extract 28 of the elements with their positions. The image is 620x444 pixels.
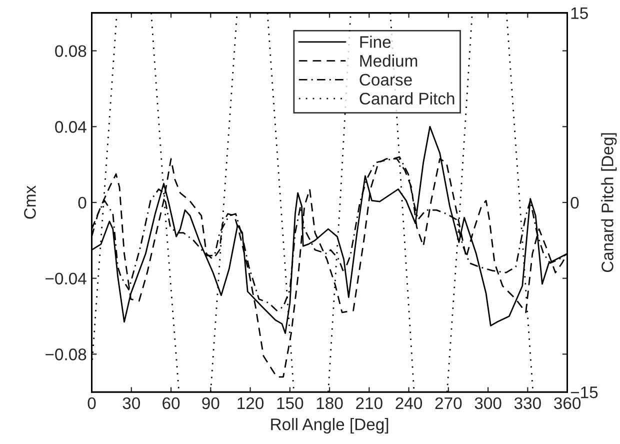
y2-tick-label: −15 (570, 386, 598, 398)
x-axis-title: Roll Angle [Deg] (271, 418, 388, 434)
legend-label: Fine (360, 36, 391, 48)
y2-tick-label: 15 (571, 7, 588, 20)
y-tick-label: −0.08 (46, 348, 86, 360)
y-tick-label: 0.08 (55, 45, 86, 57)
y-axis-title: Cmx (24, 186, 36, 219)
y2-tick-label: 0 (570, 196, 579, 209)
x-tick-label: 30 (122, 397, 140, 410)
x-tick-label: 180 (316, 397, 343, 410)
x-tick-label: 90 (202, 397, 220, 410)
y-tick-label: 0 (78, 196, 86, 209)
legend-label: Canard Pitch (360, 92, 454, 105)
x-tick-label: 150 (277, 397, 304, 410)
x-tick-label: 120 (238, 397, 264, 410)
x-tick-label: 330 (514, 397, 541, 410)
y2-axis-title: Canard Pitch [Deg] (601, 133, 617, 272)
x-tick-label: 210 (356, 397, 382, 410)
x-tick-label: 0 (88, 397, 96, 410)
legend-label: Coarse (360, 74, 412, 86)
x-tick-label: 360 (554, 397, 581, 410)
y-tick-label: 0.04 (55, 121, 86, 133)
x-tick-label: 270 (435, 397, 462, 410)
legend-label: Medium (360, 54, 418, 67)
x-tick-label: 60 (162, 397, 180, 410)
x-tick-label: 300 (474, 397, 502, 410)
y-tick-label: −0.04 (46, 272, 86, 284)
x-tick-label: 240 (396, 397, 422, 410)
